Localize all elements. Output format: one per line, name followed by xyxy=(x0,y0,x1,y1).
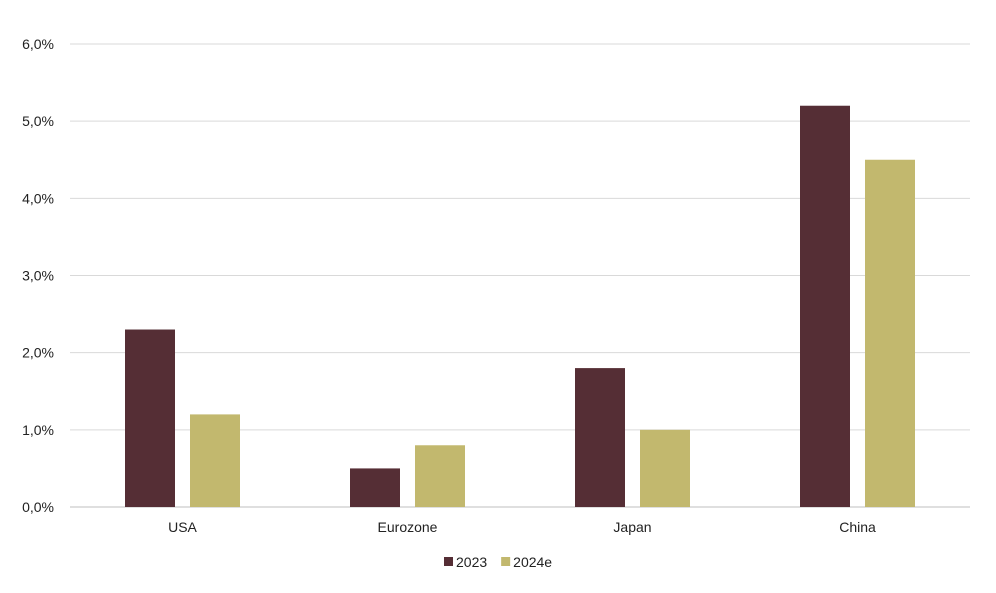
y-tick-label: 4,0% xyxy=(22,190,54,206)
legend-label: 2024e xyxy=(513,554,552,570)
x-tick-label: Japan xyxy=(613,519,651,535)
x-tick-label: Eurozone xyxy=(378,519,438,535)
bar-china-2023 xyxy=(800,105,850,507)
y-tick-label: 5,0% xyxy=(22,113,54,129)
bar-china-2024e xyxy=(865,159,915,507)
bar-japan-2023 xyxy=(575,368,625,507)
x-tick-label: USA xyxy=(168,519,197,535)
y-tick-label: 1,0% xyxy=(22,422,54,438)
y-tick-label: 6,0% xyxy=(22,36,54,52)
legend-swatch-2023 xyxy=(444,557,453,566)
x-tick-label: China xyxy=(839,519,876,535)
bar-eurozone-2024e xyxy=(415,445,465,507)
bar-usa-2024e xyxy=(190,414,240,507)
legend-swatch-2024e xyxy=(501,557,511,566)
y-tick-label: 3,0% xyxy=(22,268,54,284)
bar-usa-2023 xyxy=(125,329,175,507)
y-tick-label: 0,0% xyxy=(22,499,54,515)
legend-label: 2023 xyxy=(456,554,487,570)
y-tick-label: 2,0% xyxy=(22,345,54,361)
bar-eurozone-2023 xyxy=(350,468,400,507)
bar-japan-2024e xyxy=(640,429,690,507)
